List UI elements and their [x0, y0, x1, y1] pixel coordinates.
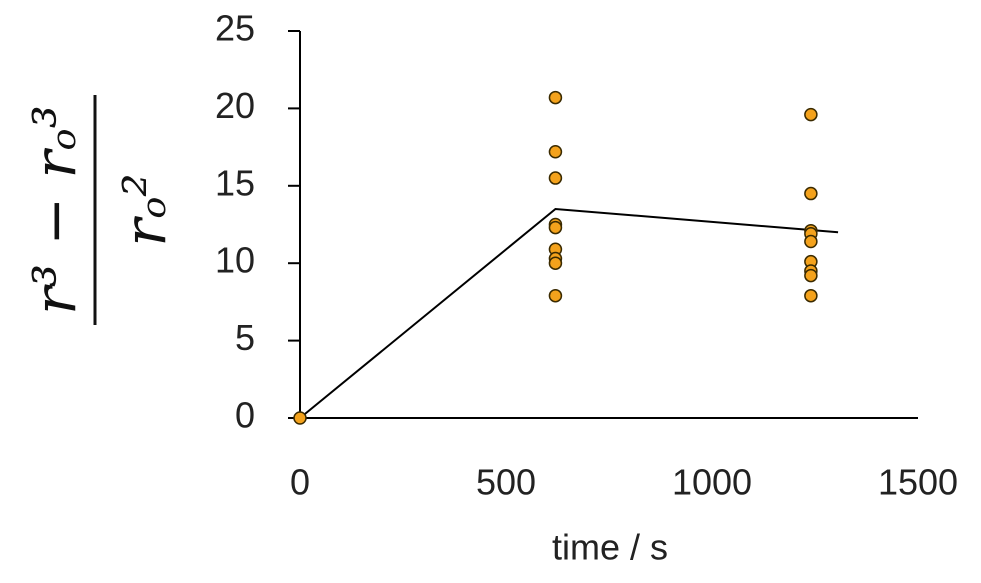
x-tick-label: 0 — [290, 462, 310, 503]
point — [548, 144, 563, 159]
y-tick-label: 5 — [235, 317, 255, 358]
point — [804, 268, 818, 283]
point — [548, 171, 563, 185]
y-tick-label: 0 — [235, 395, 255, 436]
y-label-numerator-group: r³ − rₒ³ — [21, 105, 89, 315]
y-label-numerator: r³ − rₒ³ — [21, 105, 89, 315]
point — [804, 107, 818, 122]
x-tick-label: 1000 — [672, 462, 752, 503]
y-label-denominator: rₒ² — [111, 173, 179, 246]
x-tick-label: 500 — [476, 462, 536, 503]
point — [548, 220, 563, 235]
point — [548, 288, 563, 303]
point — [804, 234, 818, 249]
point — [804, 186, 818, 201]
point — [804, 288, 818, 303]
x-label: time / s — [552, 527, 668, 568]
point — [548, 256, 563, 270]
trend-line — [299, 207, 839, 419]
y-tick-label: 20 — [215, 85, 255, 126]
y-label-denominator-group: rₒ² — [111, 173, 179, 246]
point — [548, 90, 563, 105]
x-tick-label: 1500 — [878, 462, 958, 503]
y-tick-label: 10 — [215, 240, 255, 281]
point — [293, 411, 307, 425]
y-tick-label: 25 — [215, 8, 255, 49]
y-tick-label: 15 — [215, 162, 255, 203]
